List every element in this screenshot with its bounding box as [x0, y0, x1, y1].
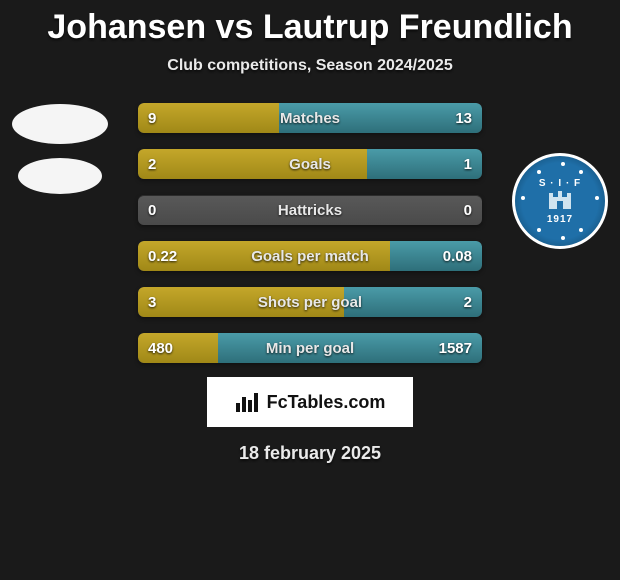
right-value: 0.08 [443, 241, 472, 271]
stat-label: Goals [138, 149, 482, 179]
right-value: 2 [464, 287, 472, 317]
stat-label: Matches [138, 103, 482, 133]
stat-row: 0Hattricks0 [138, 195, 482, 225]
right-value: 1587 [439, 333, 472, 363]
stat-row: 480Min per goal1587 [138, 333, 482, 363]
stat-row: 3Shots per goal2 [138, 287, 482, 317]
comparison-chart: S · I · F 1917 9Matches132Goals10Hattric… [0, 103, 620, 363]
placeholder-ellipse-icon [18, 158, 102, 194]
date-label: 18 february 2025 [0, 443, 620, 464]
stat-row: 9Matches13 [138, 103, 482, 133]
right-value: 0 [464, 195, 472, 225]
stat-label: Hattricks [138, 195, 482, 225]
bars-container: 9Matches132Goals10Hattricks00.22Goals pe… [138, 103, 482, 379]
stat-label: Min per goal [138, 333, 482, 363]
stat-row: 2Goals1 [138, 149, 482, 179]
placeholder-ellipse-icon [12, 104, 108, 144]
right-team-badge: S · I · F 1917 [510, 151, 610, 251]
stat-row: 0.22Goals per match0.08 [138, 241, 482, 271]
right-value: 1 [464, 149, 472, 179]
left-team-badge [10, 99, 110, 199]
right-value: 13 [455, 103, 472, 133]
bars-logo-icon [235, 391, 261, 413]
logo-text: FcTables.com [267, 392, 386, 413]
stat-label: Goals per match [138, 241, 482, 271]
stat-label: Shots per goal [138, 287, 482, 317]
fctables-logo: FcTables.com [207, 377, 413, 427]
page-title: Johansen vs Lautrup Freundlich [0, 0, 620, 47]
sif-club-badge-icon: S · I · F 1917 [512, 153, 608, 249]
subtitle: Club competitions, Season 2024/2025 [0, 57, 620, 75]
